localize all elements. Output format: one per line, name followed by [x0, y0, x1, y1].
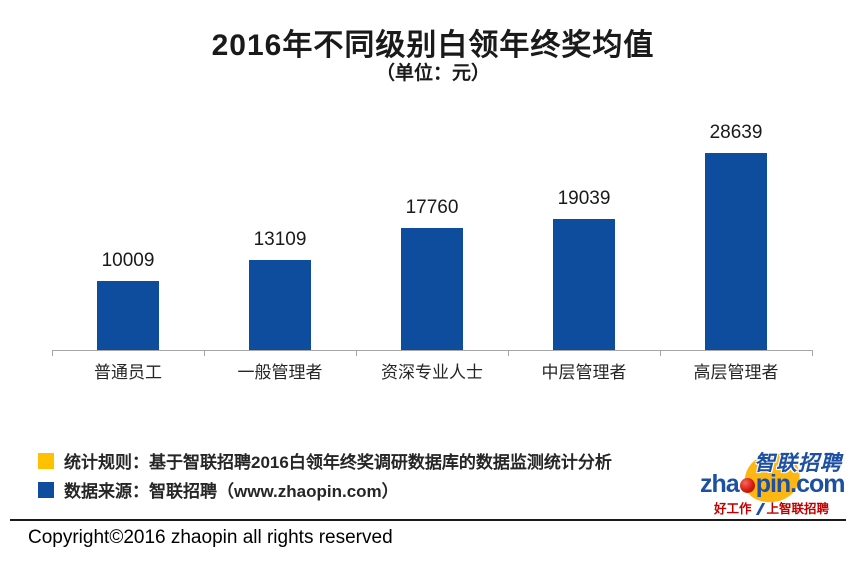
red-dot-o-icon	[739, 478, 755, 493]
bar	[97, 281, 159, 350]
bar-value-label: 19039	[557, 188, 611, 209]
blue-slash-icon	[755, 503, 765, 515]
legend-label-rules: 统计规则：基于智联招聘2016白领年终奖调研数据库的数据监测统计分析	[64, 453, 612, 472]
yellow-square-icon	[38, 452, 54, 469]
copyright-text: Copyright©2016 zhaopin all rights reserv…	[28, 527, 393, 548]
bar-value-label: 28639	[709, 122, 763, 143]
bar	[401, 228, 463, 350]
logo-tagline-left: 好工作	[714, 502, 752, 516]
logo-tagline-right: 上智联招聘	[766, 502, 830, 516]
legend-item-rules: 统计规则：基于智联招聘2016白领年终奖调研数据库的数据监测统计分析	[38, 452, 612, 472]
bar-value-label: 13109	[253, 229, 307, 250]
category-label: 一般管理者	[237, 363, 323, 382]
bar	[705, 153, 767, 350]
page-title: 2016年不同级别白领年终奖均值	[211, 29, 655, 62]
bar-group: 19039	[508, 120, 660, 350]
bar-value-label: 17760	[405, 197, 459, 218]
logo-domain-suffix: pin.com	[755, 470, 846, 498]
plot-area: 10009 13109 17760 19039 28639	[52, 120, 812, 350]
category-label: 高层管理者	[693, 363, 779, 382]
axis-tick	[812, 350, 813, 356]
category-label: 资深专业人士	[381, 363, 483, 382]
zhaopin-logo: 智联招聘 zha pin.com 好工作 上智联招聘	[698, 444, 860, 516]
blue-square-icon	[38, 481, 54, 498]
logo-domain-text: zha pin.com	[700, 470, 846, 499]
bar	[249, 260, 311, 350]
axis-tick	[204, 350, 205, 356]
logo-domain-prefix: zha	[700, 470, 740, 498]
bar-value-label: 10009	[101, 250, 155, 271]
x-axis-line	[52, 350, 813, 351]
footer-divider	[10, 519, 846, 521]
category-label: 普通员工	[94, 363, 162, 382]
axis-tick	[508, 350, 509, 356]
axis-tick	[52, 350, 53, 356]
legend-label-source: 数据来源：智联招聘（www.zhaopin.com）	[64, 482, 399, 501]
legend-item-source: 数据来源：智联招聘（www.zhaopin.com）	[38, 481, 612, 501]
bar	[553, 219, 615, 350]
axis-tick	[660, 350, 661, 356]
category-row: 普通员工 一般管理者 资深专业人士 中层管理者 高层管理者	[52, 358, 812, 383]
category-label: 中层管理者	[541, 363, 627, 382]
bar-group: 10009	[52, 120, 204, 350]
axis-tick	[356, 350, 357, 356]
page-subtitle: （单位：元）	[375, 63, 490, 84]
legend: 统计规则：基于智联招聘2016白领年终奖调研数据库的数据监测统计分析 数据来源：…	[38, 452, 612, 510]
bar-group: 17760	[356, 120, 508, 350]
logo-chinese-name: 智联招聘	[754, 452, 842, 475]
bar-group: 28639	[660, 120, 812, 350]
logo-tagline: 好工作 上智联招聘	[714, 498, 829, 517]
bar-group: 13109	[204, 120, 356, 350]
